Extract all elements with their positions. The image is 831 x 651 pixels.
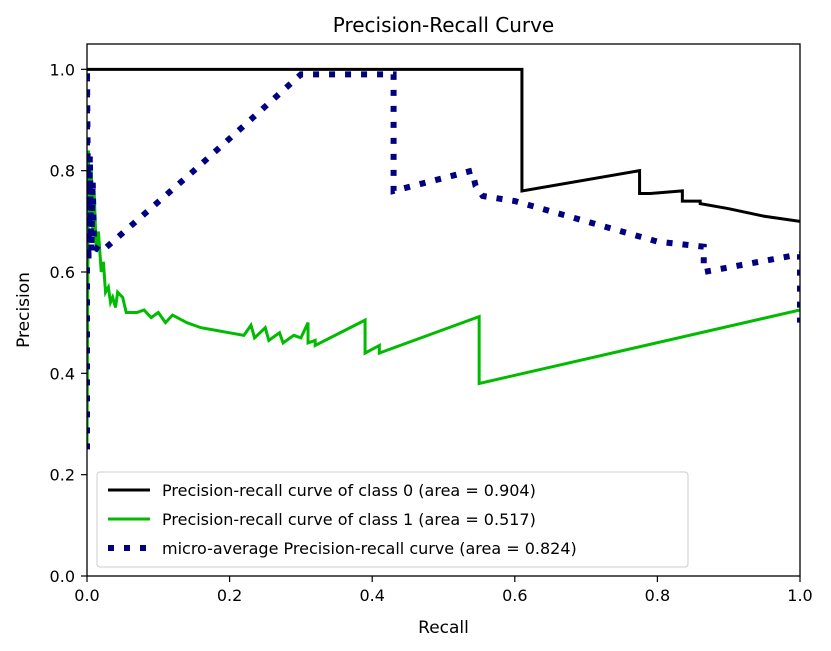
legend-label-0: Precision-recall curve of class 0 (area … xyxy=(162,481,536,500)
series-line-1 xyxy=(87,150,800,450)
y-tick-label: 0.6 xyxy=(50,263,75,282)
y-tick-label: 1.0 xyxy=(50,60,75,79)
chart-title: Precision-Recall Curve xyxy=(333,13,554,37)
x-tick-label: 1.0 xyxy=(787,586,812,605)
legend: Precision-recall curve of class 0 (area … xyxy=(96,471,689,568)
x-tick-label: 0.0 xyxy=(74,586,99,605)
y-tick-label: 0.4 xyxy=(50,364,75,383)
series-line-0 xyxy=(87,67,800,223)
x-tick-label: 0.4 xyxy=(359,586,384,605)
legend-box xyxy=(96,471,689,568)
legend-items: Precision-recall curve of class 0 (area … xyxy=(108,481,577,558)
y-tick-label: 0.2 xyxy=(50,466,75,485)
series-line-2 xyxy=(87,69,800,450)
series-layer xyxy=(87,67,800,450)
x-tick-label: 0.8 xyxy=(645,586,670,605)
y-axis: 0.0 0.2 0.4 0.6 0.8 1.0 xyxy=(50,60,87,586)
x-axis: 0.0 0.2 0.4 0.6 0.8 1.0 xyxy=(74,576,813,605)
plot-frame xyxy=(86,43,801,577)
y-axis-label: Precision xyxy=(14,272,34,348)
legend-label-1: Precision-recall curve of class 1 (area … xyxy=(162,510,536,529)
x-tick-label: 0.6 xyxy=(502,586,527,605)
y-tick-label: 0.8 xyxy=(50,162,75,181)
x-axis-label: Recall xyxy=(418,618,469,638)
y-tick-label: 0.0 xyxy=(50,567,75,586)
legend-label-2: micro-average Precision-recall curve (ar… xyxy=(162,539,577,558)
x-tick-label: 0.2 xyxy=(217,586,242,605)
